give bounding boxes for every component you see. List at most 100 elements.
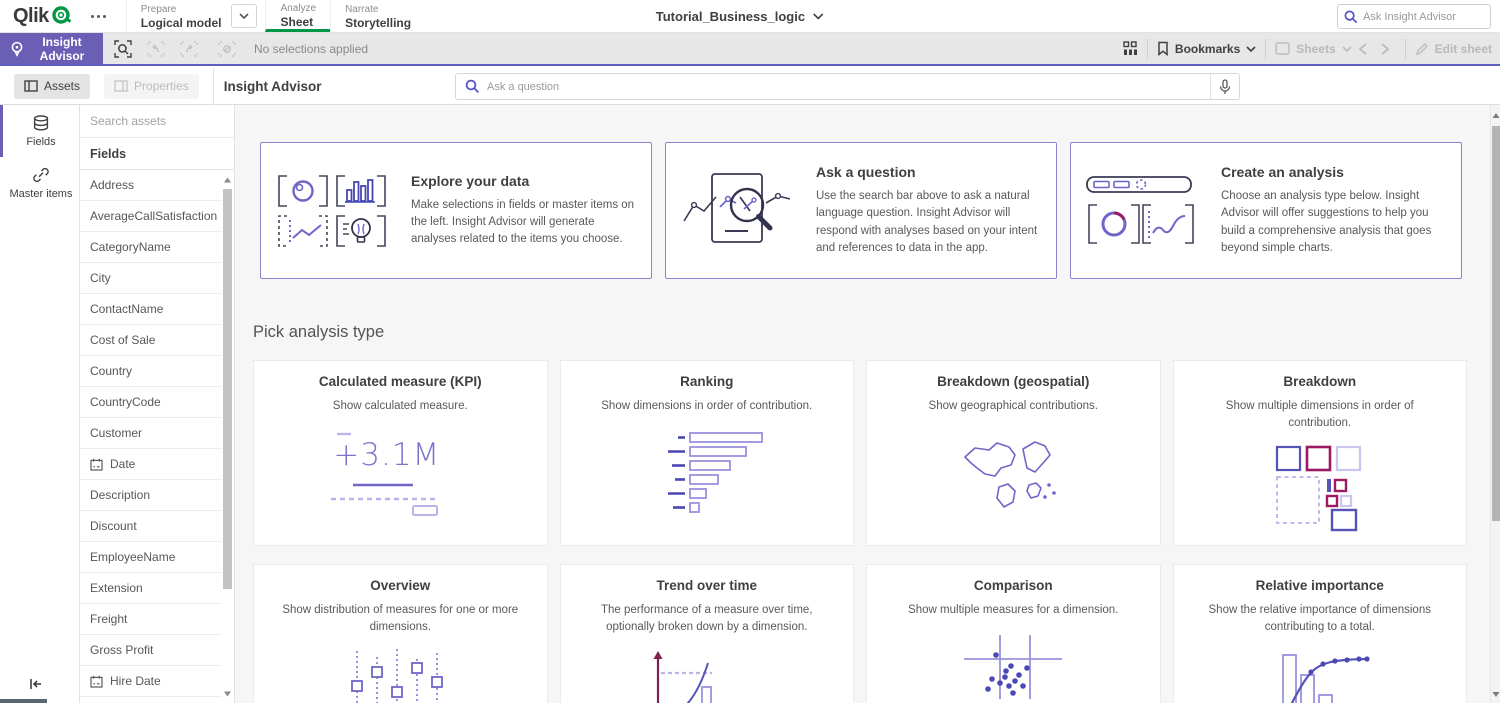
bookmarks-button[interactable]: Bookmarks [1157, 41, 1256, 56]
panel-header: Assets Properties Insight Advisor [0, 67, 1500, 105]
sidebar-item-fields[interactable]: Fields [0, 105, 79, 157]
breakdown-illustration [1174, 443, 1467, 533]
previous-sheet-button[interactable] [1352, 42, 1374, 55]
edit-sheet-button[interactable]: Edit sheet [1415, 42, 1492, 56]
qlik-q-icon [51, 5, 73, 27]
fields-section-header: Fields [80, 138, 234, 170]
assets-label: Assets [44, 79, 81, 93]
scroll-down-icon[interactable] [1491, 690, 1500, 699]
search-assets-bar[interactable] [80, 105, 234, 138]
field-item-city[interactable]: City [80, 263, 222, 294]
fields-scrollbar[interactable] [222, 173, 233, 701]
create-an-analysis-card[interactable]: Create an analysis Choose an analysis ty… [1070, 142, 1462, 279]
selections-back-button[interactable] [143, 37, 169, 61]
analysis-card-trend-over-time[interactable]: Trend over time The performance of a mea… [559, 564, 854, 703]
ask-question-input[interactable] [487, 80, 1210, 93]
smart-search-button[interactable] [110, 37, 136, 61]
field-item-discount[interactable]: Discount [80, 511, 222, 542]
sheets-button[interactable]: Sheets [1275, 41, 1352, 56]
scrollbar-thumb[interactable] [1492, 126, 1500, 521]
scroll-up-icon[interactable] [1491, 111, 1500, 120]
field-item-address[interactable]: Address [80, 170, 222, 201]
feature-card-description: Use the search bar above to ask a natura… [816, 190, 1038, 254]
top-app-bar: Qlik Prepare Logical model Anal [0, 0, 1500, 33]
sidebar-item-master-items[interactable]: Master items [0, 157, 79, 209]
assets-panel: Fields Address AverageCallSatisfaction C… [80, 105, 235, 703]
field-label: Hire Date [110, 674, 161, 688]
panel-left-icon [24, 80, 38, 92]
tab-page-label: Storytelling [345, 16, 412, 30]
field-item-country[interactable]: Country [80, 356, 222, 387]
next-sheet-button[interactable] [1374, 42, 1396, 55]
mic-icon [1219, 78, 1231, 95]
trend-illustration [561, 647, 854, 703]
field-label: Country [90, 364, 133, 378]
selections-forward-button[interactable] [176, 37, 202, 61]
field-item-extension[interactable]: Extension [80, 573, 222, 604]
analysis-card-breakdown-geospatial[interactable]: Breakdown (geospatial) Show geographical… [866, 360, 1161, 546]
search-assets-input[interactable] [90, 114, 224, 128]
scrollbar-thumb[interactable] [223, 189, 232, 589]
analysis-card-breakdown[interactable]: Breakdown Show multiple dimensions in or… [1172, 360, 1467, 546]
field-label: CategoryName [90, 240, 171, 254]
analysis-card-calculated-measure-kpi[interactable]: Calculated measure (KPI) Show calculated… [253, 360, 548, 546]
field-item-cost-of-sale[interactable]: Cost of Sale [80, 325, 222, 356]
field-item-countrycode[interactable]: CountryCode [80, 387, 222, 418]
properties-toggle-button[interactable]: Properties [104, 73, 199, 99]
scroll-up-icon[interactable] [222, 175, 233, 185]
qlik-logo[interactable]: Qlik [0, 0, 79, 32]
analysis-card-comparison[interactable]: Comparison Show multiple measures for a … [866, 564, 1161, 703]
collapse-panel-button[interactable] [28, 677, 44, 691]
field-item-employeename[interactable]: EmployeeName [80, 542, 222, 573]
explore-your-data-card[interactable]: Explore your data Make selections in fie… [260, 142, 652, 279]
assets-toggle-button[interactable]: Assets [14, 73, 91, 99]
field-item-hire-date[interactable]: Hire Date [80, 666, 222, 697]
analysis-card-relative-importance[interactable]: Relative importance Show the relative im… [1172, 564, 1467, 703]
global-search-input[interactable] [1363, 10, 1473, 23]
field-label: Cost of Sale [90, 333, 156, 347]
insight-advisor-main: Explore your data Make selections in fie… [235, 105, 1490, 703]
feature-card-description: Make selections in fields or master item… [411, 198, 635, 246]
field-item-averagecallsatisfaction[interactable]: AverageCallSatisfaction [80, 201, 222, 232]
ask-question-illustration [666, 169, 816, 253]
voice-input-button[interactable] [1210, 74, 1239, 99]
field-item-freight[interactable]: Freight [80, 604, 222, 635]
sheet-objects-button[interactable] [1123, 41, 1138, 56]
ask-a-question-card[interactable]: Ask a question Use the search bar above … [665, 142, 1057, 279]
field-label: Extension [90, 581, 143, 595]
analysis-type-grid-row-1: Calculated measure (KPI) Show calculated… [253, 360, 1467, 546]
insight-advisor-button[interactable]: Insight Advisor [0, 33, 103, 64]
field-item-description[interactable]: Description [80, 480, 222, 511]
search-icon [456, 79, 487, 94]
global-search[interactable] [1337, 4, 1491, 29]
asset-type-rail: Fields Master items [0, 105, 80, 703]
tab-analyze[interactable]: Analyze Sheet [265, 0, 331, 32]
analysis-card-title: Trend over time [656, 578, 758, 593]
field-item-contactname[interactable]: ContactName [80, 294, 222, 325]
analysis-card-overview[interactable]: Overview Show distribution of measures f… [253, 564, 548, 703]
field-item-customer[interactable]: Customer [80, 418, 222, 449]
overview-illustration [254, 647, 547, 703]
analysis-card-ranking[interactable]: Ranking Show dimensions in order of cont… [559, 360, 854, 546]
clear-selections-button[interactable] [214, 37, 240, 61]
field-item-gross-profit[interactable]: Gross Profit [80, 635, 222, 666]
main-scrollbar[interactable] [1490, 105, 1500, 703]
analysis-card-description: Show multiple dimensions in order of con… [1225, 400, 1414, 429]
field-item-date[interactable]: Date [80, 449, 222, 480]
scroll-down-icon[interactable] [222, 689, 233, 699]
analysis-card-description: Show distribution of measures for one or… [282, 604, 519, 633]
tab-page-label: Sheet [280, 14, 314, 29]
tab-narrate[interactable]: Narrate Storytelling [330, 0, 425, 32]
more-menu-button[interactable] [79, 0, 118, 32]
prepare-dropdown-button[interactable] [231, 4, 258, 28]
sheets-label: Sheets [1296, 41, 1336, 56]
field-item-categoryname[interactable]: CategoryName [80, 232, 222, 263]
tab-prepare[interactable]: Prepare Logical model [125, 0, 236, 32]
feature-card-title: Create an analysis [1221, 164, 1344, 180]
field-label: Freight [90, 612, 128, 626]
toolbar-divider [1265, 38, 1267, 59]
pencil-icon [1415, 42, 1429, 56]
field-label: Gross Profit [90, 643, 154, 657]
app-title-menu[interactable]: Tutorial_Business_logic [656, 0, 824, 33]
ask-question-bar[interactable] [455, 73, 1240, 100]
